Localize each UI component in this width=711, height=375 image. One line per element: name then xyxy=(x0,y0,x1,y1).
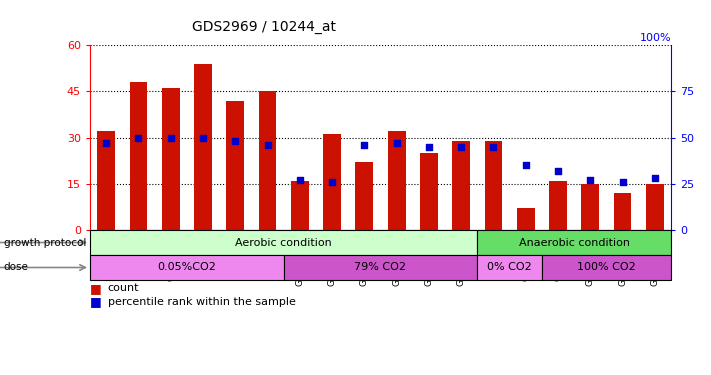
Point xyxy=(649,175,661,181)
Point xyxy=(165,135,176,141)
Bar xyxy=(97,131,115,230)
Text: 79% CO2: 79% CO2 xyxy=(355,262,407,273)
Bar xyxy=(259,91,277,230)
Point xyxy=(520,162,531,168)
Point xyxy=(100,140,112,146)
Point xyxy=(262,142,273,148)
Point xyxy=(456,144,467,150)
Text: Anaerobic condition: Anaerobic condition xyxy=(518,237,630,248)
Bar xyxy=(284,255,477,280)
Text: 100%: 100% xyxy=(639,33,671,43)
Bar xyxy=(485,141,503,230)
Bar xyxy=(90,255,284,280)
Point xyxy=(488,144,499,150)
Bar xyxy=(291,181,309,230)
Text: ■: ■ xyxy=(90,282,102,295)
Bar xyxy=(420,153,438,230)
Text: Aerobic condition: Aerobic condition xyxy=(235,237,332,248)
Text: 0.05%CO2: 0.05%CO2 xyxy=(157,262,216,273)
Point xyxy=(584,177,596,183)
Point xyxy=(391,140,402,146)
Bar xyxy=(129,82,147,230)
Bar xyxy=(477,230,671,255)
Bar xyxy=(614,193,631,230)
Bar xyxy=(324,134,341,230)
Text: 0% CO2: 0% CO2 xyxy=(487,262,532,273)
Point xyxy=(617,179,629,185)
Point xyxy=(552,168,564,174)
Text: percentile rank within the sample: percentile rank within the sample xyxy=(108,297,296,307)
Bar xyxy=(477,255,542,280)
Bar xyxy=(356,162,373,230)
Bar xyxy=(582,184,599,230)
Text: dose: dose xyxy=(4,262,28,273)
Bar xyxy=(226,100,244,230)
Point xyxy=(326,179,338,185)
Bar xyxy=(517,209,535,230)
Text: growth protocol: growth protocol xyxy=(4,237,86,248)
Bar xyxy=(542,255,671,280)
Text: ■: ■ xyxy=(90,295,102,308)
Point xyxy=(423,144,434,150)
Point xyxy=(133,135,144,141)
Point xyxy=(358,142,370,148)
Bar xyxy=(387,131,405,230)
Bar xyxy=(194,63,212,230)
Bar xyxy=(646,184,664,230)
Point xyxy=(197,135,208,141)
Bar xyxy=(549,181,567,230)
Text: GDS2969 / 10244_at: GDS2969 / 10244_at xyxy=(192,20,336,34)
Bar xyxy=(90,230,477,255)
Point xyxy=(230,138,241,144)
Text: count: count xyxy=(108,284,139,293)
Bar xyxy=(452,141,470,230)
Text: 100% CO2: 100% CO2 xyxy=(577,262,636,273)
Bar xyxy=(162,88,180,230)
Point xyxy=(294,177,306,183)
